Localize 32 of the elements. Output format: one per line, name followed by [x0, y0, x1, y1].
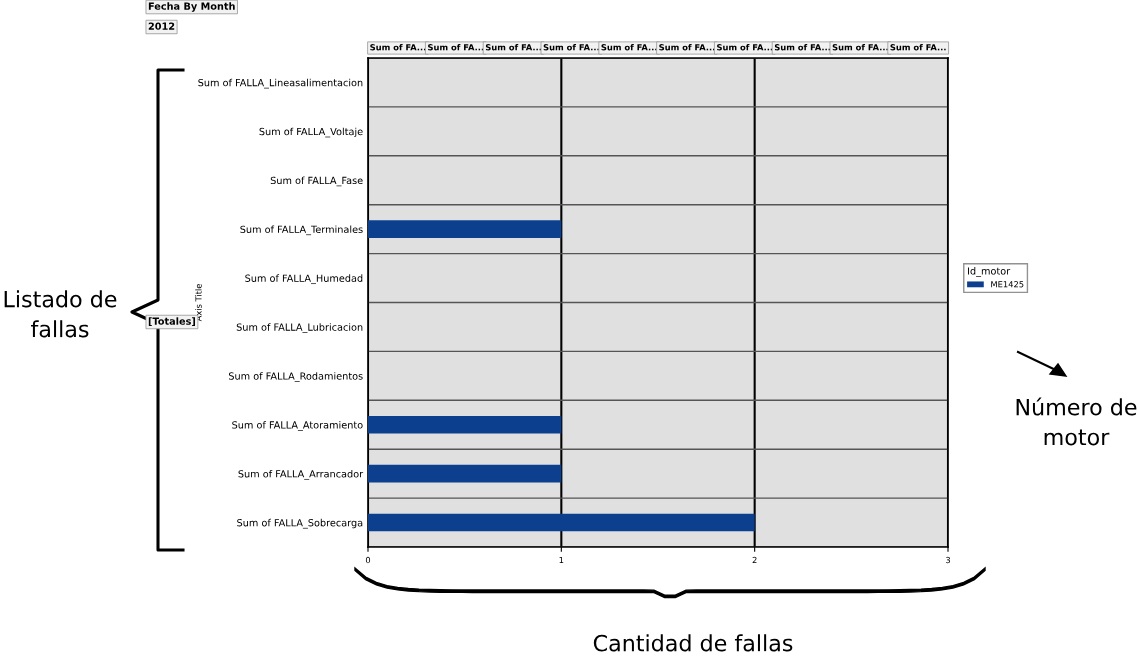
text: Sum of FA... [774, 43, 831, 51]
legend-title: Id_motor [968, 267, 1011, 277]
y-tick-label: Sum of FALLA_Rodamientos [228, 372, 363, 382]
text: Sum of FA... [428, 43, 484, 51]
text: [Totales] [148, 317, 195, 326]
text: 2012 [148, 22, 175, 30]
y-tick-label: Sum of FALLA_Voltaje [259, 127, 363, 138]
text: Sum of FA... [601, 43, 657, 51]
x-tick-label: 2 [752, 556, 757, 564]
text: Cantidad de fallas [593, 634, 793, 652]
legend-label: ME1425 [991, 281, 1024, 288]
y-tick-label: Sum of FALLA_Atoramiento [232, 421, 363, 431]
text: Fecha By Month [148, 2, 235, 12]
text: Sum of FA... [370, 43, 426, 51]
text: Sum of FA... [485, 43, 542, 51]
text: Sum of FA... [717, 43, 773, 51]
text: Número de motor [1016, 397, 1137, 446]
x-tick-label: 1 [559, 556, 564, 564]
y-tick-label: Sum of FALLA_Arrancador [238, 469, 364, 480]
text: Sum of FA... [543, 43, 599, 51]
text: Sum of FA... [659, 43, 715, 51]
y-tick-label: Sum of FALLA_Fase [270, 176, 363, 187]
y-tick-label: Sum of FALLA_Terminales [240, 225, 363, 236]
y-tick-label: Sum of FALLA_Sobrecarga [237, 518, 363, 529]
text: Sum of FA... [832, 43, 888, 51]
y-tick-label: Sum of FALLA_Lubricacion [236, 323, 363, 333]
text: Sum of FA... [890, 43, 946, 51]
text: Listado de fallas [4, 290, 117, 338]
x-tick-label: 0 [365, 556, 371, 564]
y-tick-label: Sum of FALLA_Humedad [245, 274, 363, 285]
y-tick-label: Sum of FALLA_Lineasalimentacion [198, 78, 363, 89]
x-tick-label: 3 [945, 556, 950, 564]
